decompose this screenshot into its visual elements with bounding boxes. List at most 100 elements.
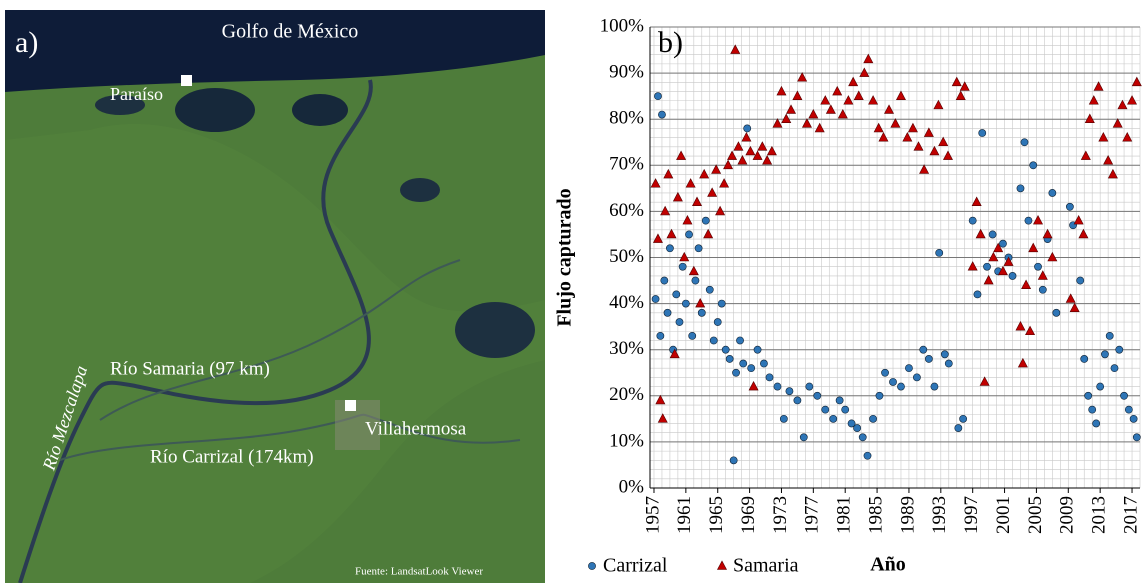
lagoon — [175, 88, 255, 132]
point — [971, 196, 982, 206]
point — [997, 265, 1008, 276]
point — [821, 405, 830, 414]
point — [765, 373, 774, 382]
map-panel: a) Golfo de México Paraíso Río Samaria (… — [5, 10, 545, 583]
point — [837, 108, 848, 119]
point — [1017, 357, 1028, 368]
legend-label: Samaria — [733, 555, 799, 577]
point — [869, 414, 877, 423]
point — [813, 391, 822, 400]
point — [975, 228, 986, 239]
point — [723, 159, 734, 170]
point — [825, 104, 836, 114]
point — [732, 368, 740, 377]
x-tick-label: 1985 — [865, 496, 886, 534]
point — [1101, 350, 1109, 359]
point — [1021, 279, 1032, 289]
point — [682, 214, 693, 225]
point — [666, 228, 677, 239]
point — [999, 239, 1007, 248]
point — [681, 299, 690, 308]
river — [18, 79, 373, 583]
point — [1084, 113, 1095, 123]
point — [1008, 272, 1017, 280]
x-tick-label: 1969 — [738, 496, 759, 534]
river — [99, 259, 461, 421]
point — [707, 187, 718, 197]
point — [737, 155, 748, 165]
lagoon — [400, 178, 440, 202]
point — [875, 391, 884, 400]
point — [797, 72, 808, 82]
point — [666, 244, 674, 253]
point — [913, 373, 921, 382]
x-tick-label: 2005 — [1025, 496, 1046, 534]
point — [847, 419, 856, 428]
point — [843, 95, 854, 105]
point — [801, 118, 812, 128]
point — [685, 178, 696, 188]
point — [878, 131, 889, 142]
point — [776, 85, 787, 96]
point — [760, 359, 768, 368]
point — [766, 145, 777, 156]
y-tick-label: 70% — [609, 154, 644, 175]
point — [678, 262, 687, 271]
point — [752, 150, 763, 160]
x-tick-label: 2009 — [1057, 496, 1078, 534]
point — [717, 299, 726, 308]
y-tick-label: 20% — [609, 384, 644, 405]
point — [967, 261, 978, 271]
point — [1098, 131, 1109, 142]
point — [897, 382, 905, 391]
point — [727, 150, 738, 160]
point — [748, 380, 759, 391]
point — [1092, 419, 1101, 428]
x-tick-label: 1993 — [929, 496, 950, 534]
point — [968, 216, 977, 225]
point — [729, 456, 738, 465]
point — [907, 122, 918, 133]
point — [983, 274, 994, 285]
point — [785, 387, 794, 396]
y-tick-label: 50% — [609, 246, 644, 267]
map-label: Paraíso — [110, 84, 163, 104]
point — [1034, 262, 1042, 271]
point — [1122, 131, 1133, 142]
legend-label: Carrizal — [603, 555, 668, 577]
y-tick-label: 30% — [609, 338, 644, 359]
point — [1076, 276, 1085, 285]
point — [745, 145, 756, 156]
map-label: Villahermosa — [365, 418, 467, 439]
x-tick-label: 1977 — [802, 496, 823, 534]
point — [940, 350, 949, 359]
point — [692, 196, 703, 206]
point — [959, 414, 968, 423]
point — [944, 359, 953, 368]
point — [938, 136, 949, 147]
point — [1037, 270, 1048, 280]
x-tick-label: 1981 — [834, 496, 855, 534]
point — [1078, 228, 1089, 239]
point — [814, 122, 825, 133]
point — [1038, 285, 1047, 294]
point — [902, 131, 913, 142]
point — [705, 285, 714, 294]
map-label: Río Carrizal (174km) — [150, 446, 314, 467]
point — [658, 110, 666, 119]
point — [832, 85, 843, 96]
point — [773, 382, 782, 391]
point — [988, 230, 997, 239]
point — [919, 164, 930, 174]
point — [741, 131, 752, 142]
point — [709, 336, 718, 345]
point — [650, 178, 661, 188]
point — [983, 262, 991, 271]
point — [1073, 214, 1084, 225]
sea — [5, 10, 545, 92]
point — [655, 394, 666, 405]
point — [942, 150, 953, 160]
city-area — [335, 400, 380, 450]
point — [924, 355, 933, 363]
point — [694, 244, 703, 253]
